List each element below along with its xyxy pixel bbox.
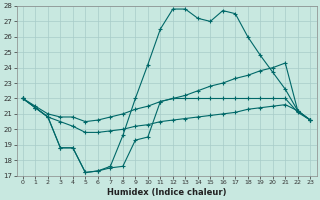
X-axis label: Humidex (Indice chaleur): Humidex (Indice chaleur) [107, 188, 226, 197]
